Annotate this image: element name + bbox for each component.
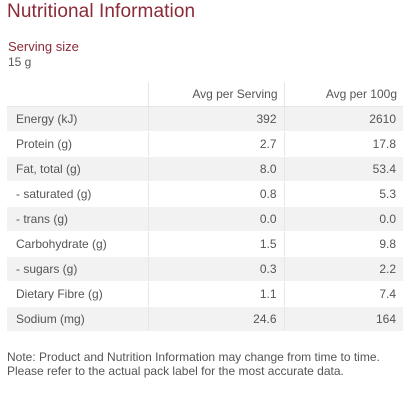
table-row: Sodium (mg) 24.6 164: [7, 306, 403, 332]
per-serving-value: 0.3: [148, 256, 285, 282]
nutrient-label: Protein (g): [7, 131, 149, 157]
per-100g-value: 5.3: [284, 181, 403, 207]
nutrient-label: - sugars (g): [7, 256, 149, 282]
table-row: - trans (g) 0.0 0.0: [7, 206, 403, 232]
nutrient-label: - trans (g): [7, 206, 149, 232]
table-row: - sugars (g) 0.3 2.2: [7, 256, 403, 282]
per-100g-value: 2.2: [284, 256, 403, 282]
serving-size-value: 15 g: [8, 55, 32, 69]
per-100g-value: 2610: [284, 106, 403, 132]
serving-size-label: Serving size: [8, 39, 79, 54]
nutrient-label: Dietary Fibre (g): [7, 281, 149, 307]
per-serving-value: 1.1: [148, 281, 285, 307]
per-serving-value: 24.6: [148, 306, 285, 332]
per-100g-value: 0.0: [284, 206, 403, 232]
per-serving-value: 8.0: [148, 156, 285, 182]
nutrient-label: Energy (kJ): [7, 106, 149, 132]
table-row: - saturated (g) 0.8 5.3: [7, 181, 403, 207]
table-header-row: Avg per Serving Avg per 100g: [7, 82, 403, 107]
per-100g-value: 9.8: [284, 231, 403, 257]
column-header-nutrient: [7, 82, 149, 107]
table-row: Carbohydrate (g) 1.5 9.8: [7, 231, 403, 257]
nutrition-table: Avg per Serving Avg per 100g Energy (kJ)…: [7, 82, 403, 332]
column-header-per-serving: Avg per Serving: [148, 82, 285, 107]
table-row: Energy (kJ) 392 2610: [7, 106, 403, 132]
per-100g-value: 164: [284, 306, 403, 332]
table-row: Dietary Fibre (g) 1.1 7.4: [7, 281, 403, 307]
per-serving-value: 0.8: [148, 181, 285, 207]
table-row: Fat, total (g) 8.0 53.4: [7, 156, 403, 182]
per-100g-value: 7.4: [284, 281, 403, 307]
per-serving-value: 1.5: [148, 231, 285, 257]
nutrient-label: - saturated (g): [7, 181, 149, 207]
per-serving-value: 0.0: [148, 206, 285, 232]
table-row: Protein (g) 2.7 17.8: [7, 131, 403, 157]
page-title: Nutritional Information: [7, 1, 196, 22]
nutrient-label: Sodium (mg): [7, 306, 149, 332]
per-serving-value: 392: [148, 106, 285, 132]
per-100g-value: 17.8: [284, 131, 403, 157]
column-header-per-100g: Avg per 100g: [284, 82, 403, 107]
nutrient-label: Fat, total (g): [7, 156, 149, 182]
nutrient-label: Carbohydrate (g): [7, 231, 149, 257]
per-serving-value: 2.7: [148, 131, 285, 157]
per-100g-value: 53.4: [284, 156, 403, 182]
disclaimer-note: Note: Product and Nutrition Information …: [7, 350, 380, 378]
